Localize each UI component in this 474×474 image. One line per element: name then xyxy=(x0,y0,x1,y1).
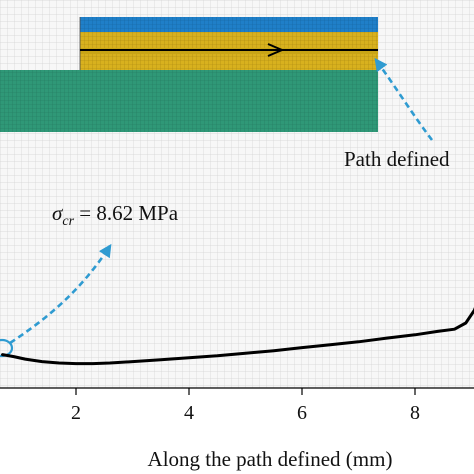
critical-stress-arrow xyxy=(9,243,112,345)
x-tick-label: 4 xyxy=(184,402,194,424)
path-defined-label: Path defined xyxy=(344,147,450,171)
x-ticks: 2 4 6 8 xyxy=(71,388,420,424)
laminate-blue-layer xyxy=(80,17,378,32)
critical-stress-annotation: σcr = 8.62 MPa xyxy=(52,201,179,229)
path-arrowhead xyxy=(267,43,285,57)
series-line xyxy=(1,307,474,366)
x-tick-label: 6 xyxy=(297,402,307,424)
x-tick-label: 2 xyxy=(71,402,81,424)
laminate-green-layer xyxy=(0,70,378,132)
laminate-yellow-layer-lower xyxy=(80,54,378,70)
x-tick-label: 8 xyxy=(410,402,420,424)
laminate-inset xyxy=(0,17,378,132)
x-axis-label: Along the path defined (mm) xyxy=(148,447,393,471)
laminate-yellow-layer-upper xyxy=(80,32,378,48)
